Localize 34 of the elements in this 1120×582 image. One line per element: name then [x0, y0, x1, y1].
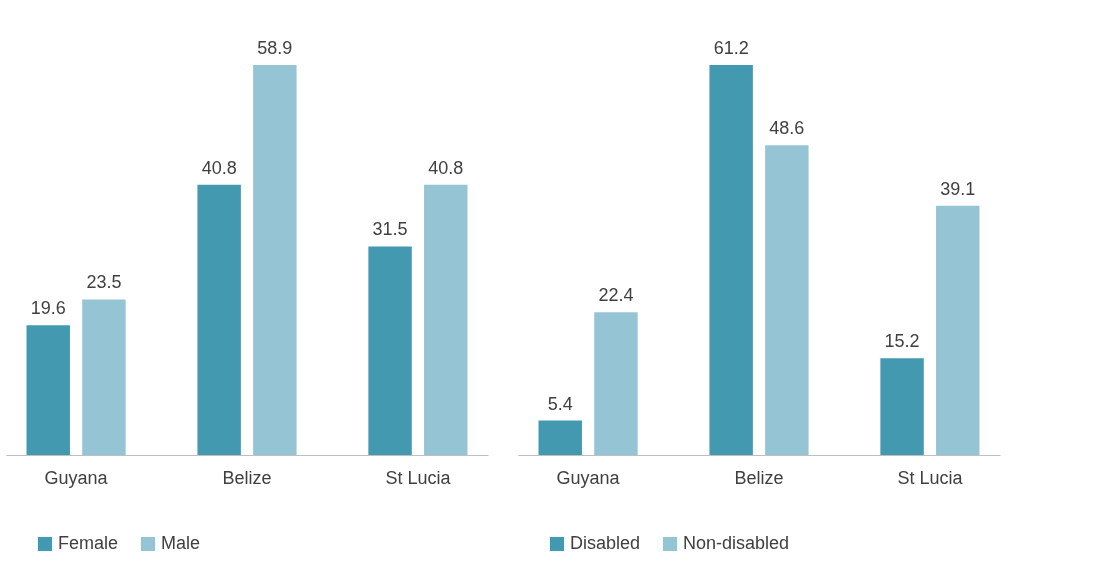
x-tick-label: Guyana	[556, 467, 621, 488]
data-label: 39.1	[940, 178, 976, 199]
bar	[197, 184, 241, 455]
data-label: 31.5	[372, 219, 408, 240]
legend-label: Female	[58, 533, 119, 553]
bar	[594, 312, 638, 455]
x-tick-label: St Lucia	[385, 467, 452, 488]
data-label: 58.9	[257, 38, 293, 58]
bar	[538, 420, 582, 455]
data-label: 15.2	[884, 331, 920, 352]
data-label: 48.6	[769, 118, 805, 139]
x-tick-label: St Lucia	[897, 467, 964, 488]
bar	[880, 358, 924, 455]
bar	[82, 299, 126, 455]
bar	[368, 246, 412, 455]
bar	[424, 184, 468, 455]
x-tick-label: Belize	[222, 467, 272, 488]
data-label: 19.6	[30, 298, 66, 319]
legend-label: Non-disabled	[683, 533, 790, 553]
bar	[26, 325, 70, 455]
x-tick-label: Guyana	[44, 467, 109, 488]
data-label: 40.8	[428, 157, 464, 178]
data-label: 5.4	[547, 393, 573, 414]
data-label: 40.8	[201, 157, 237, 178]
legend-label: Male	[161, 533, 201, 553]
bar	[253, 65, 297, 455]
data-label: 22.4	[598, 285, 634, 306]
bar	[765, 145, 809, 455]
x-tick-label: Belize	[734, 467, 784, 488]
legend-label: Disabled	[570, 533, 641, 553]
bar	[709, 65, 753, 455]
bar	[936, 205, 980, 455]
data-label: 23.5	[86, 272, 122, 293]
data-label: 61.2	[713, 38, 749, 58]
